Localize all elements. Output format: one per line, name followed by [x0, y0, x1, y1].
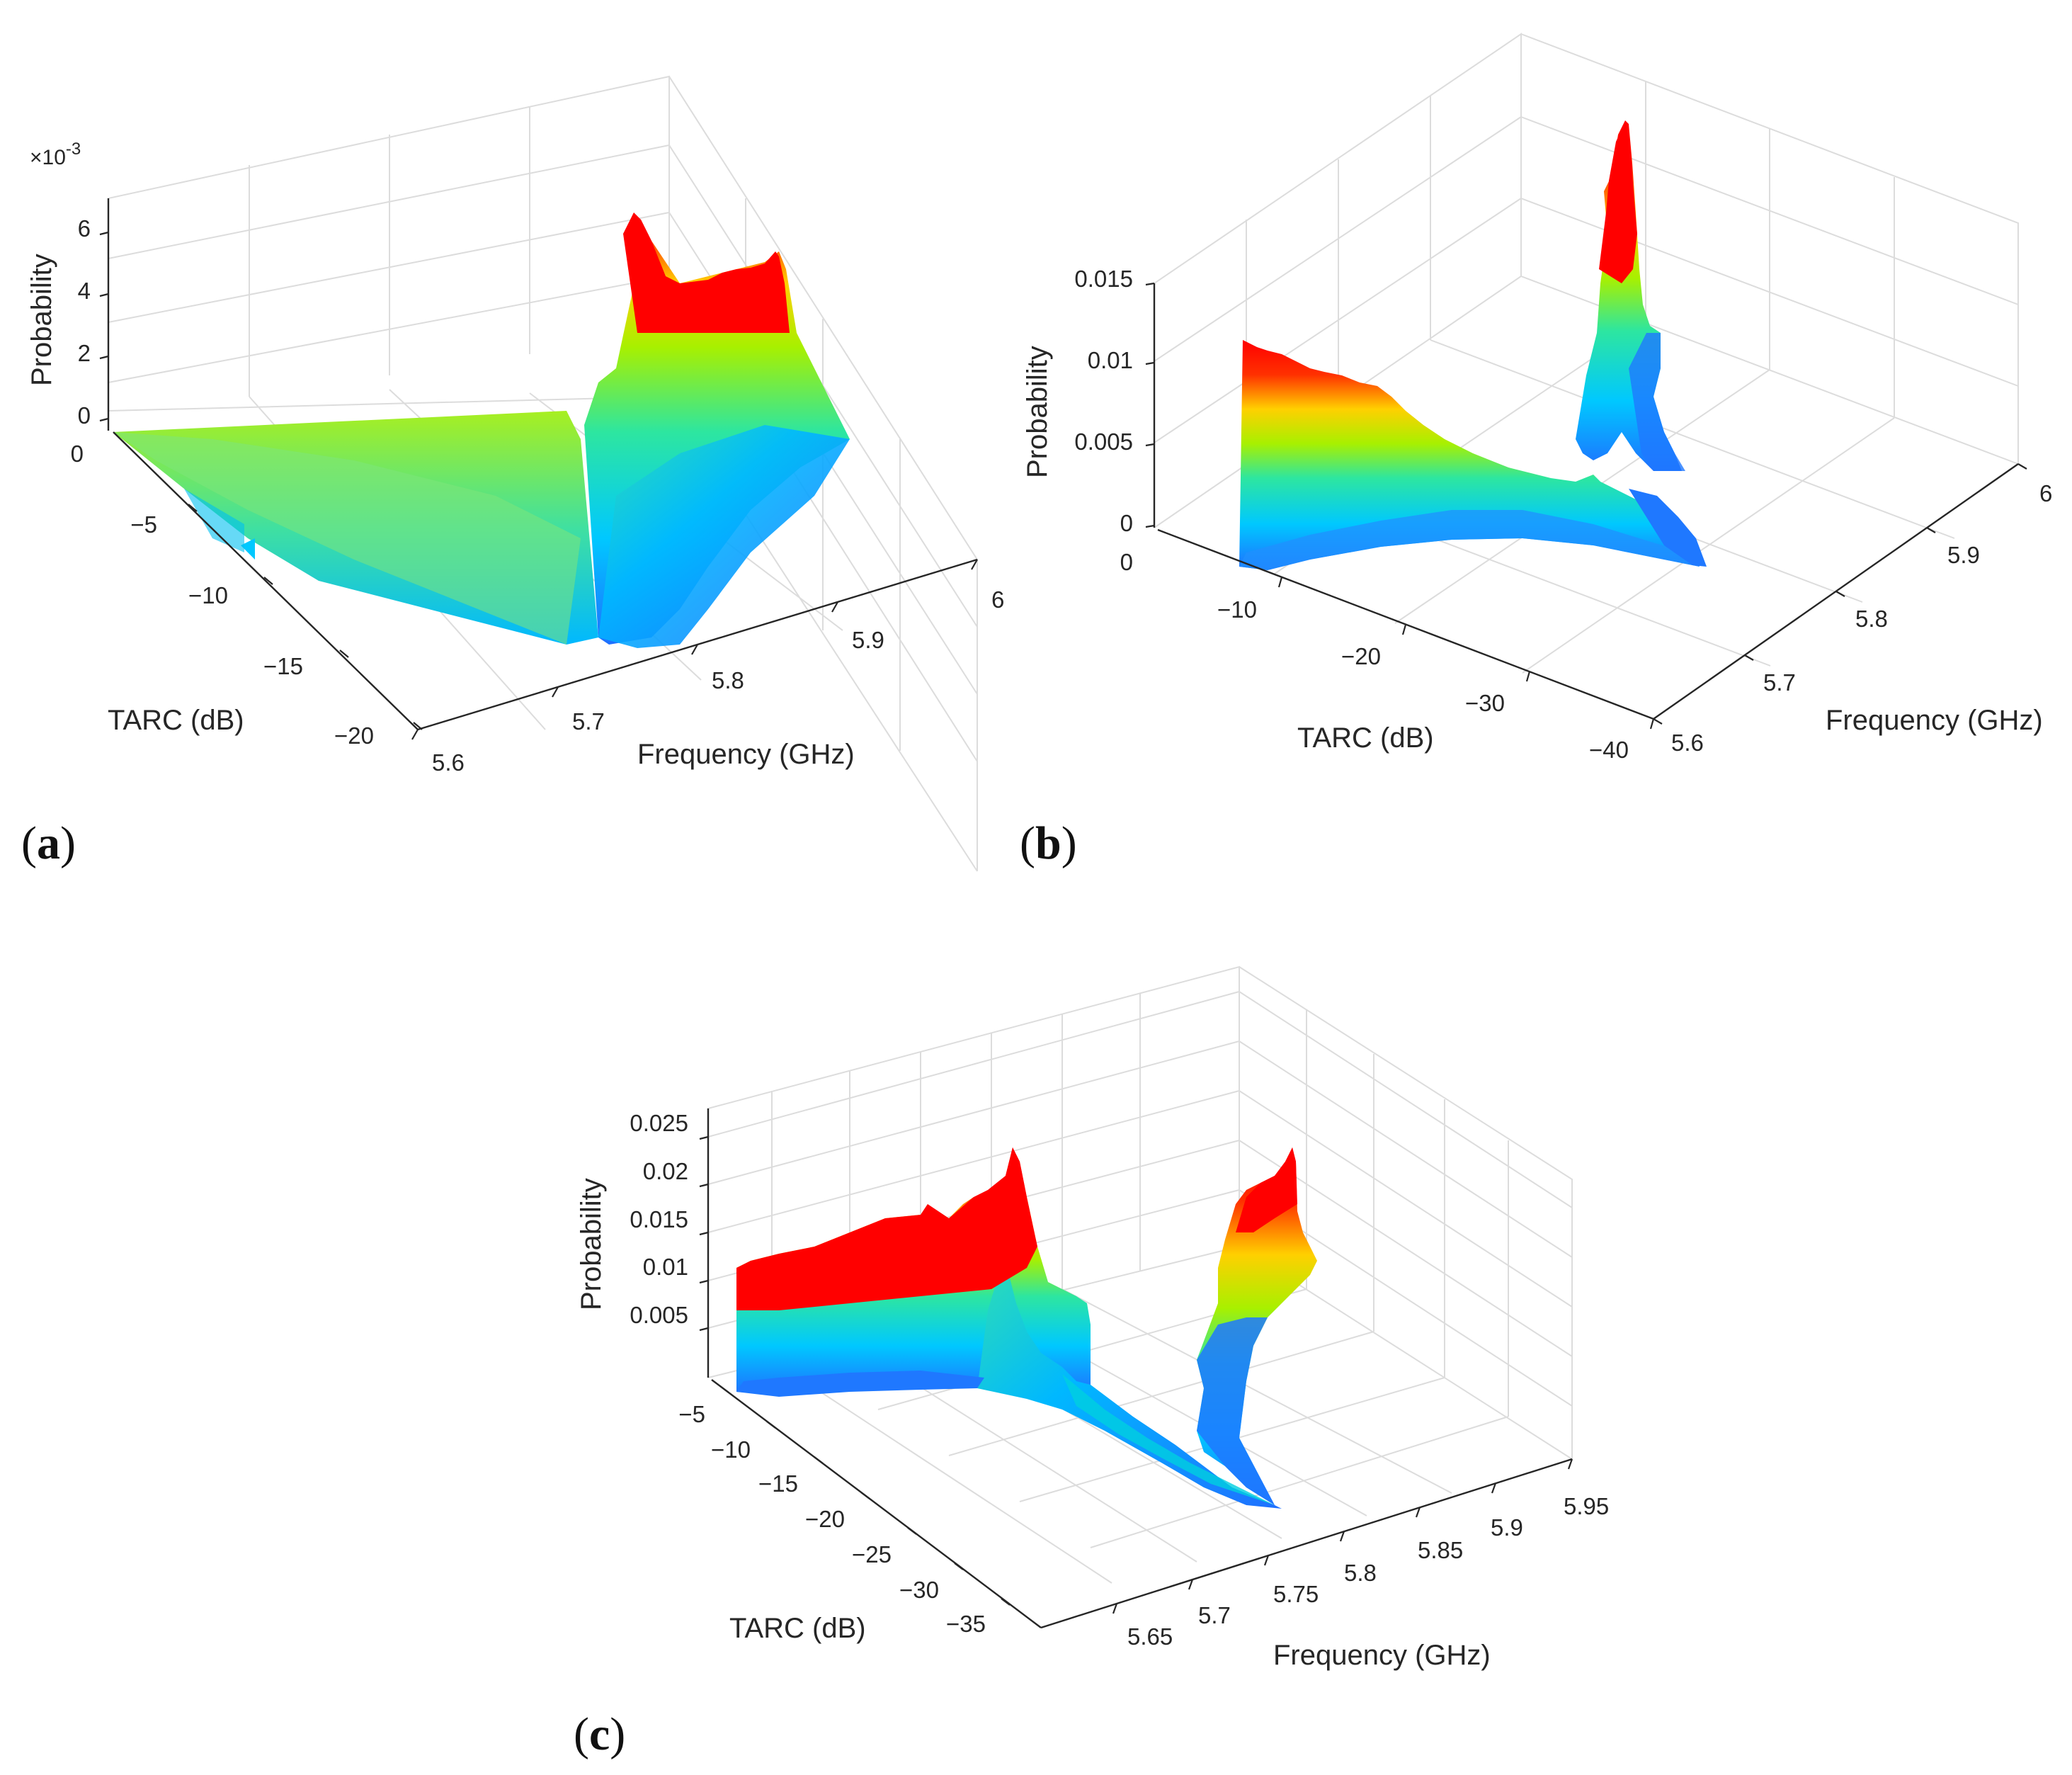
- chart-a-axes: 0 2 4 6 ×10-3 0 −5 −10 −15 −20: [26, 140, 1004, 776]
- chart-a-y-ticks: 0 −5 −10 −15 −20: [71, 441, 423, 749]
- chart-b-x-tick: 5.7: [1763, 669, 1796, 696]
- chart-c-x-label: Frequency (GHz): [1273, 1640, 1491, 1671]
- chart-b-y-tick: 0: [1120, 549, 1133, 575]
- chart-b-z-tick: 0: [1120, 510, 1133, 536]
- chart-b-x-tick: 5.8: [1855, 606, 1888, 632]
- panel-label-c: (c): [574, 1708, 625, 1760]
- chart-c-x-tick: 5.7: [1198, 1602, 1231, 1628]
- chart-c-y-ticks: −5 −10 −15 −20 −25 −30 −35: [678, 1385, 1011, 1637]
- chart-b-z-ticks: 0 0.005 0.01 0.015: [1074, 266, 1155, 536]
- chart-a-z-label: Probability: [26, 254, 57, 386]
- panel-label-b: (b): [1020, 817, 1077, 869]
- chart-c-x-tick: 5.95: [1564, 1493, 1609, 1519]
- chart-a-x-tick: 6: [991, 586, 1004, 613]
- chart-a-surface: [113, 212, 850, 648]
- chart-c-y-tick: −10: [711, 1436, 751, 1463]
- chart-a-y-label: TARC (dB): [108, 705, 244, 736]
- chart-a-y-tick: 0: [71, 441, 84, 467]
- chart-c-z-tick: 0.005: [630, 1302, 688, 1328]
- chart-c-z-tick: 0.025: [630, 1110, 688, 1136]
- chart-a-z-exponent: ×10-3: [30, 140, 81, 169]
- chart-a-x-label: Frequency (GHz): [637, 739, 855, 770]
- chart-c-y-label: TARC (dB): [729, 1613, 866, 1644]
- chart-a-y-tick: −5: [130, 511, 157, 538]
- chart-c-y-tick: −15: [758, 1470, 798, 1497]
- chart-a-z-tick: 0: [78, 402, 91, 429]
- chart-b-x-tick: 5.6: [1671, 730, 1704, 756]
- chart-c-surface: [736, 1147, 1317, 1509]
- chart-b-y-label: TARC (dB): [1297, 722, 1434, 754]
- chart-b-y-tick: −40: [1589, 737, 1629, 763]
- chart-c-y-tick: −5: [678, 1401, 705, 1427]
- chart-c-x-tick: 5.85: [1418, 1537, 1463, 1563]
- chart-a-y-tick: −15: [263, 653, 303, 679]
- chart-c-axes: 0.005 0.01 0.015 0.02 0.025 −5 −10 −15 −…: [576, 1108, 1609, 1671]
- chart-c-z-label: Probability: [576, 1178, 607, 1310]
- chart-c-y-tick: −35: [946, 1611, 986, 1637]
- chart-c-y-tick: −20: [805, 1506, 845, 1532]
- chart-a-x-ticks: 5.6 5.7 5.8 5.9 6: [411, 559, 1004, 776]
- chart-c-y-tick: −30: [899, 1577, 939, 1603]
- chart-a-x-tick: 5.7: [572, 708, 605, 735]
- chart-b-z-label: Probability: [1022, 346, 1053, 478]
- chart-c-z-tick: 0.015: [630, 1206, 688, 1232]
- chart-a: 0 2 4 6 ×10-3 0 −5 −10 −15 −20: [21, 75, 1004, 872]
- chart-c-y-tick: −25: [852, 1541, 892, 1567]
- chart-b-y-tick: −20: [1341, 643, 1381, 669]
- chart-b-axes: 0 0.005 0.01 0.015 0 −10 −20 −30 −40: [1022, 266, 2052, 763]
- chart-a-z-tick: 4: [78, 278, 91, 304]
- chart-a-y-tick: −10: [188, 582, 228, 608]
- chart-c-z-tick: 0.02: [643, 1158, 688, 1184]
- chart-a-z-ticks: 0 2 4 6: [78, 215, 109, 429]
- panel-label-a: (a): [21, 817, 76, 869]
- chart-a-x-tick: 5.9: [852, 627, 884, 653]
- chart-b-x-ticks: 5.6 5.7 5.8 5.9 6: [1653, 463, 2052, 756]
- chart-b-x-tick: 5.9: [1947, 542, 1980, 568]
- chart-b-z-tick: 0.005: [1074, 429, 1133, 455]
- chart-c-z-tick: 0.01: [643, 1254, 688, 1280]
- chart-c-z-ticks: 0.005 0.01 0.015 0.02 0.025: [630, 1110, 709, 1332]
- chart-b: 0 0.005 0.01 0.015 0 −10 −20 −30 −40: [1020, 33, 2052, 869]
- chart-a-x-tick: 5.8: [712, 667, 744, 693]
- chart-c-x-tick: 5.9: [1491, 1514, 1523, 1541]
- chart-c-x-ticks: 5.65 5.7 5.75 5.8 5.85 5.9 5.95: [1112, 1458, 1609, 1650]
- chart-a-z-tick: 6: [78, 215, 91, 242]
- chart-c-x-tick: 5.65: [1127, 1623, 1173, 1650]
- chart-b-surface: [1239, 120, 1707, 570]
- chart-c: 0.005 0.01 0.015 0.02 0.025 −5 −10 −15 −…: [574, 965, 1609, 1760]
- chart-a-x-tick: 5.6: [432, 749, 465, 776]
- chart-a-y-tick: −20: [334, 722, 374, 749]
- chart-b-y-ticks: 0 −10 −20 −30 −40: [1120, 549, 1655, 763]
- chart-b-x-tick: 6: [2039, 480, 2052, 506]
- chart-b-y-tick: −10: [1217, 596, 1257, 623]
- chart-b-z-tick: 0.015: [1074, 266, 1133, 292]
- chart-b-x-label: Frequency (GHz): [1826, 705, 2043, 736]
- chart-c-x-tick: 5.8: [1344, 1560, 1377, 1586]
- chart-b-z-tick: 0.01: [1088, 347, 1133, 373]
- chart-c-x-tick: 5.75: [1273, 1581, 1319, 1607]
- chart-b-y-tick: −30: [1465, 690, 1505, 716]
- chart-a-z-tick: 2: [78, 340, 91, 366]
